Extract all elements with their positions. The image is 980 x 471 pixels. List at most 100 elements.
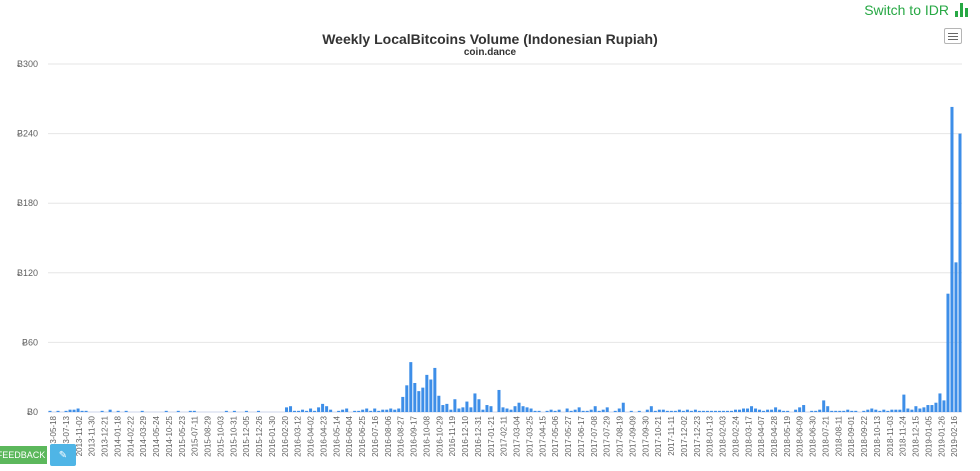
bar[interactable] — [68, 409, 72, 412]
bar[interactable] — [758, 409, 762, 412]
bar[interactable] — [116, 410, 120, 412]
bar[interactable] — [509, 409, 513, 412]
bar[interactable] — [818, 409, 822, 412]
bar[interactable] — [689, 410, 693, 412]
bar[interactable] — [473, 393, 477, 412]
bar[interactable] — [838, 410, 842, 412]
bar[interactable] — [742, 408, 746, 412]
bar[interactable] — [537, 410, 541, 412]
bar[interactable] — [786, 410, 790, 412]
bar[interactable] — [890, 409, 894, 412]
bar[interactable] — [954, 262, 958, 412]
bar[interactable] — [585, 410, 589, 412]
bar[interactable] — [232, 410, 236, 412]
bar[interactable] — [729, 410, 733, 412]
bar[interactable] — [533, 410, 537, 412]
bar[interactable] — [565, 408, 569, 412]
bar[interactable] — [321, 403, 325, 412]
bar[interactable] — [617, 408, 621, 412]
bar[interactable] — [437, 395, 441, 412]
bar[interactable] — [497, 389, 501, 412]
bar[interactable] — [597, 410, 601, 412]
bar[interactable] — [906, 408, 910, 412]
bar[interactable] — [866, 409, 870, 412]
bar[interactable] — [244, 410, 248, 412]
bar[interactable] — [373, 408, 377, 412]
bar[interactable] — [337, 410, 341, 412]
bar[interactable] — [914, 406, 918, 412]
bar[interactable] — [878, 410, 882, 412]
bar[interactable] — [830, 410, 834, 412]
bar[interactable] — [577, 407, 581, 412]
bar[interactable] — [329, 409, 333, 412]
bar[interactable] — [293, 410, 297, 412]
bar[interactable] — [814, 410, 818, 412]
bar[interactable] — [317, 407, 321, 412]
bar[interactable] — [357, 410, 361, 412]
bar[interactable] — [798, 407, 802, 412]
bar[interactable] — [297, 410, 301, 412]
bar[interactable] — [441, 405, 445, 412]
bar[interactable] — [525, 407, 529, 412]
bar[interactable] — [84, 410, 88, 412]
bar[interactable] — [605, 407, 609, 412]
bar[interactable] — [369, 410, 373, 412]
bar[interactable] — [637, 410, 641, 412]
bar[interactable] — [629, 410, 633, 412]
bar[interactable] — [677, 409, 681, 412]
bar[interactable] — [613, 410, 617, 412]
bar[interactable] — [361, 409, 365, 412]
bar[interactable] — [425, 374, 429, 412]
bar[interactable] — [108, 409, 112, 412]
bar[interactable] — [481, 409, 485, 412]
bar[interactable] — [48, 410, 52, 412]
bar[interactable] — [553, 410, 557, 412]
bar[interactable] — [405, 385, 409, 412]
bar[interactable] — [902, 394, 906, 412]
bar[interactable] — [589, 409, 593, 412]
bar[interactable] — [256, 410, 260, 412]
bar[interactable] — [453, 399, 457, 412]
feedback-button[interactable]: FEEDBACK — [0, 446, 47, 464]
bar[interactable] — [76, 408, 80, 412]
bar[interactable] — [701, 410, 705, 412]
bar[interactable] — [457, 408, 461, 412]
bar[interactable] — [894, 409, 898, 412]
bar[interactable] — [365, 408, 369, 412]
bar[interactable] — [918, 408, 922, 412]
bar[interactable] — [100, 410, 104, 412]
bar[interactable] — [810, 410, 814, 412]
bar[interactable] — [301, 409, 305, 412]
bar[interactable] — [946, 293, 950, 412]
bar[interactable] — [713, 410, 717, 412]
bar[interactable] — [725, 410, 729, 412]
bar[interactable] — [285, 407, 289, 412]
bar[interactable] — [409, 362, 413, 412]
bar[interactable] — [794, 409, 798, 412]
bar[interactable] — [593, 406, 597, 412]
bar[interactable] — [417, 391, 421, 412]
bar[interactable] — [389, 408, 393, 412]
bar[interactable] — [72, 409, 76, 412]
bar[interactable] — [834, 410, 838, 412]
bar[interactable] — [345, 408, 349, 412]
chat-button[interactable]: ✎ — [50, 444, 76, 466]
bar[interactable] — [385, 409, 389, 412]
bar[interactable] — [176, 410, 180, 412]
bar[interactable] — [874, 409, 878, 412]
bar[interactable] — [665, 410, 669, 412]
bar[interactable] — [717, 410, 721, 412]
bar[interactable] — [513, 406, 517, 412]
bar[interactable] — [922, 407, 926, 412]
bar[interactable] — [934, 402, 938, 412]
bar[interactable] — [377, 410, 381, 412]
bar[interactable] — [401, 396, 405, 412]
bar[interactable] — [309, 408, 313, 412]
bar[interactable] — [886, 410, 890, 412]
chart-menu-icon[interactable] — [944, 28, 962, 44]
bar[interactable] — [870, 408, 874, 412]
bar[interactable] — [669, 410, 673, 412]
bar[interactable] — [942, 400, 946, 412]
bar[interactable] — [601, 409, 605, 412]
bar[interactable] — [465, 401, 469, 412]
